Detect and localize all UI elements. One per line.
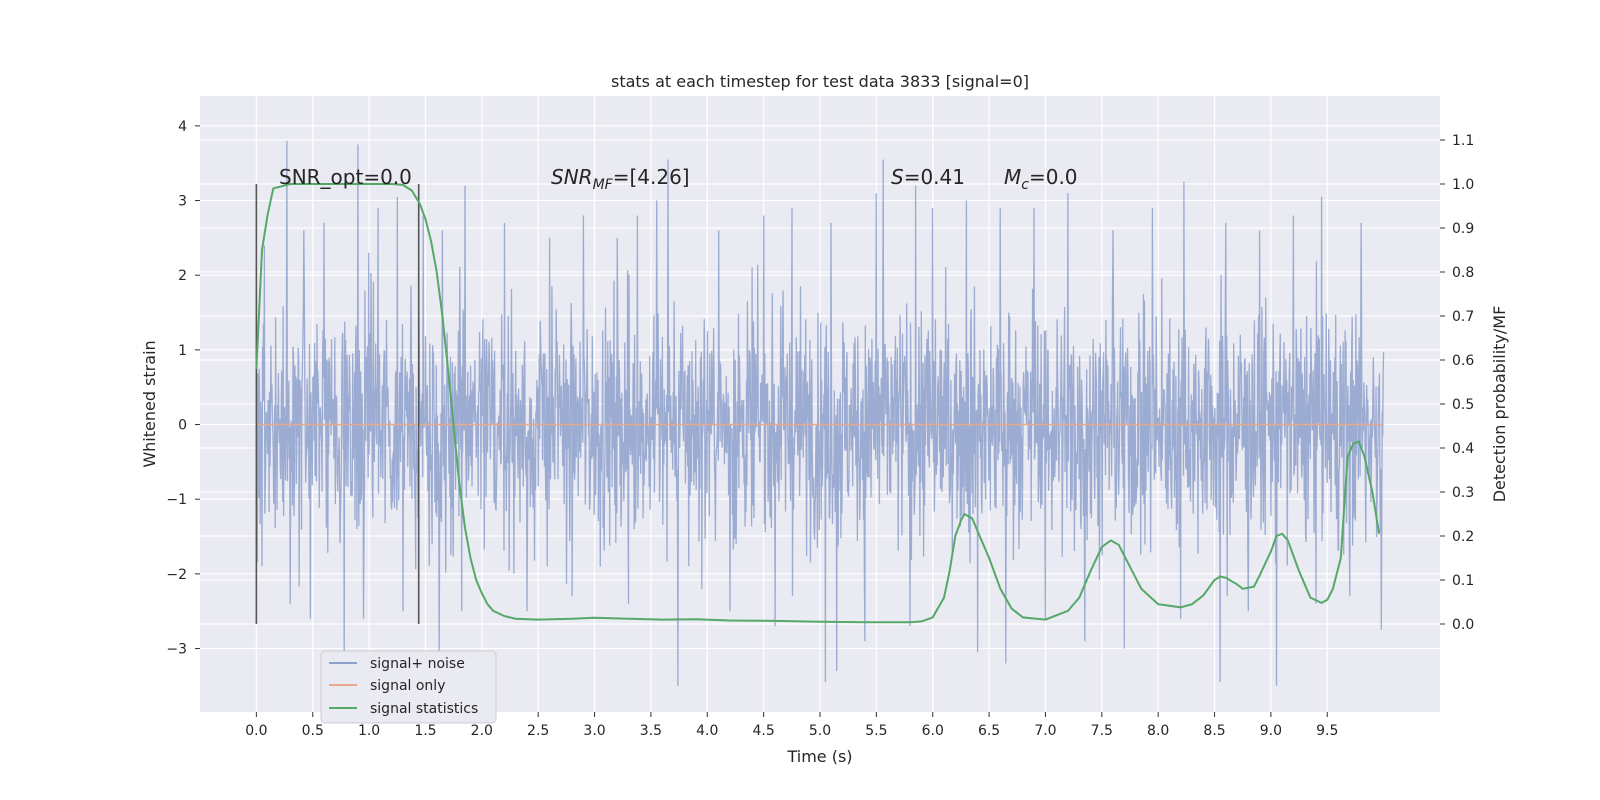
annotation-snr-mf: SNRMF=[4.26] xyxy=(551,165,690,193)
chart-title: stats at each timestep for test data 383… xyxy=(611,72,1029,91)
legend: signal+ noise signal only signal statist… xyxy=(320,650,497,724)
x-tick-label: 2.5 xyxy=(527,723,549,739)
snr-mf-sub: MF xyxy=(593,177,614,193)
x-tick-label: 8.5 xyxy=(1203,723,1225,739)
y-tick-label: 3 xyxy=(178,194,187,210)
x-tick-label: 6.5 xyxy=(978,723,1000,739)
y-right-tick-label: 0.4 xyxy=(1452,441,1474,457)
mc-value: =0.0 xyxy=(1029,165,1078,189)
y-right-tick-label: 0.5 xyxy=(1452,397,1474,413)
y-right-tick-label: 0.3 xyxy=(1452,485,1474,501)
y-tick-label: 4 xyxy=(178,119,187,135)
ticks-layer: 0.0 0.5 1.0 1.5 2.0 2.5 3.0 3.5 4.0 4.5 5.0 5.5 6.0 6… xyxy=(166,119,1474,739)
x-tick-label: 3.0 xyxy=(583,723,605,739)
x-tick-label: 9.0 xyxy=(1260,723,1282,739)
y-tick-label: −2 xyxy=(166,567,187,583)
y-axis-label: Whitened strain xyxy=(140,340,159,467)
y-right-tick-label: 0.1 xyxy=(1452,573,1474,589)
snr-mf-value: =[4.26] xyxy=(613,165,690,189)
y-right-tick-label: 0.6 xyxy=(1452,353,1474,369)
x-tick-label: 1.0 xyxy=(358,723,380,739)
x-tick-label: 4.5 xyxy=(753,723,775,739)
annotation-mc: Mc=0.0 xyxy=(1004,165,1078,193)
legend-label-signal-only: signal only xyxy=(370,678,445,694)
legend-label-signal-statistics: signal statistics xyxy=(370,701,478,717)
y-tick-label: 0 xyxy=(178,418,187,434)
x-tick-label: 2.0 xyxy=(471,723,493,739)
x-tick-label: 7.0 xyxy=(1034,723,1056,739)
mc-sub: c xyxy=(1021,177,1029,193)
y-right-tick-label: 0.9 xyxy=(1452,221,1474,237)
legend-label-signal-noise: signal+ noise xyxy=(370,656,465,672)
x-tick-label: 7.5 xyxy=(1091,723,1113,739)
y-tick-label: −3 xyxy=(166,642,187,658)
series-signal-noise xyxy=(255,140,1385,686)
y-tick-label: 2 xyxy=(178,268,187,284)
s-base: S xyxy=(891,165,904,189)
s-value: =0.41 xyxy=(904,165,965,189)
y-axis-right-label: Detection probability/MF xyxy=(1490,306,1509,503)
x-tick-label: 3.5 xyxy=(640,723,662,739)
noise-layer xyxy=(255,140,1385,686)
series-layer xyxy=(255,183,1384,624)
y-tick-label: 1 xyxy=(178,343,187,359)
y-right-tick-label: 1.1 xyxy=(1452,133,1474,149)
x-axis-label: Time (s) xyxy=(786,747,852,766)
x-tick-label: 4.0 xyxy=(696,723,718,739)
x-tick-label: 8.0 xyxy=(1147,723,1169,739)
y-tick-label: −1 xyxy=(166,492,187,508)
y-right-tick-label: 0.2 xyxy=(1452,529,1474,545)
y-right-tick-label: 0.7 xyxy=(1452,309,1474,325)
annotation-snr-opt: SNR_opt=0.0 xyxy=(279,165,412,189)
x-tick-label: 1.5 xyxy=(414,723,436,739)
y-right-tick-label: 0.0 xyxy=(1452,617,1474,633)
y-right-tick-label: 0.8 xyxy=(1452,265,1474,281)
x-tick-label: 0.0 xyxy=(245,723,267,739)
legend-box xyxy=(320,650,497,724)
y-right-tick-label: 1.0 xyxy=(1452,177,1474,193)
series-signal-statistics xyxy=(255,183,1381,624)
x-tick-label: 6.0 xyxy=(922,723,944,739)
x-tick-label: 0.5 xyxy=(302,723,324,739)
mc-base: M xyxy=(1004,165,1021,189)
annotation-s: S=0.41 xyxy=(891,165,965,189)
x-tick-label: 9.5 xyxy=(1316,723,1338,739)
x-tick-label: 5.0 xyxy=(809,723,831,739)
snr-mf-base: SNR xyxy=(551,165,593,189)
x-tick-label: 5.5 xyxy=(865,723,887,739)
